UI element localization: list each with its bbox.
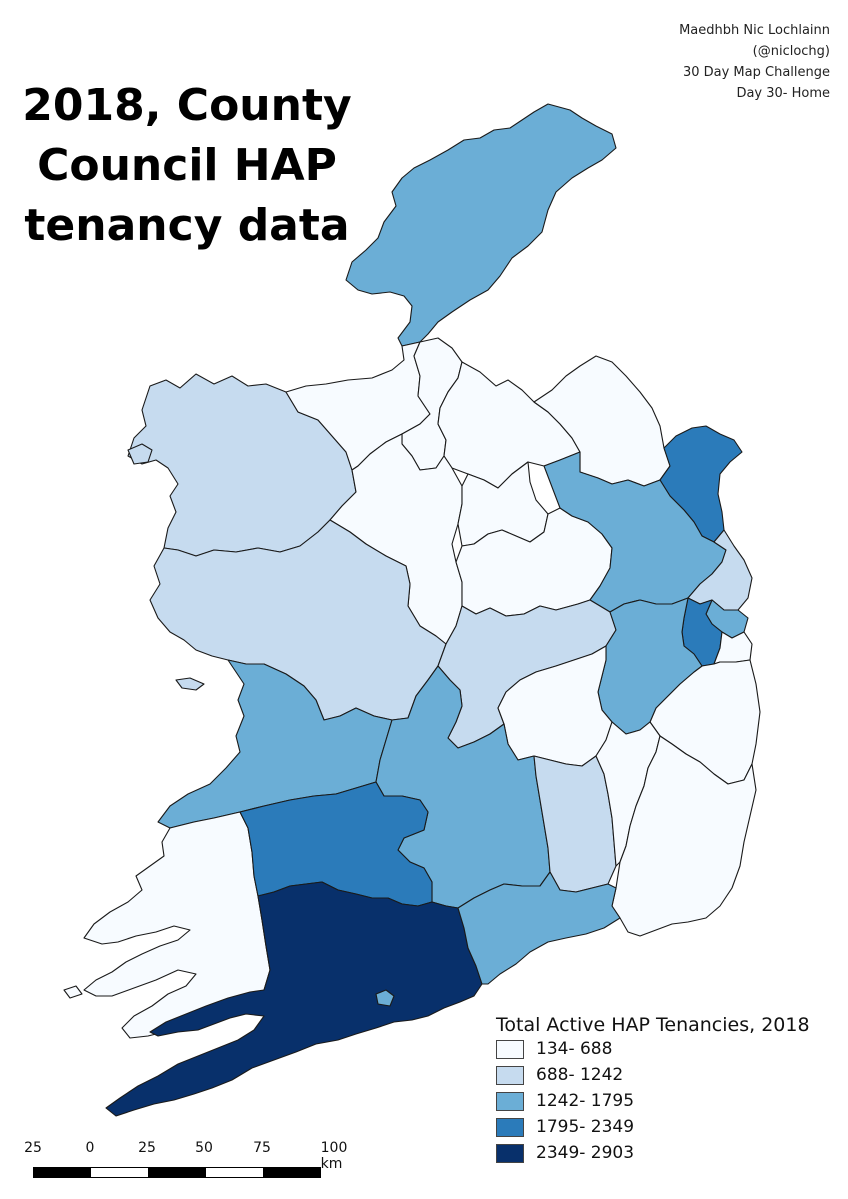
- credit-author: Maedhbh Nic Lochlainn: [679, 23, 830, 38]
- map-legend: Total Active HAP Tenancies, 2018 134- 68…: [496, 1014, 810, 1166]
- region-kilkenny: [533, 755, 617, 893]
- legend-swatch: [496, 1039, 524, 1059]
- title-line-2: Council HAP: [37, 140, 337, 191]
- region-aran-islands: [175, 677, 205, 691]
- title-line-1: 2018, County: [22, 80, 352, 131]
- scale-segment: [34, 1168, 92, 1177]
- legend-title: Total Active HAP Tenancies, 2018: [496, 1014, 810, 1036]
- region-waterford: [457, 871, 621, 985]
- region-valentia-island: [63, 985, 83, 999]
- scale-bar: 25 0 25 50 75 100 km: [24, 1140, 350, 1190]
- scale-label: 75: [253, 1140, 271, 1156]
- scale-label: 25: [138, 1140, 156, 1156]
- legend-item: 2349- 2903: [496, 1140, 810, 1166]
- scale-label: 0: [85, 1140, 95, 1156]
- legend-swatch: [496, 1091, 524, 1111]
- legend-swatch: [496, 1117, 524, 1137]
- region-cork-city: [375, 989, 395, 1007]
- author-credit: Maedhbh Nic Lochlainn (@niclochg) 30 Day…: [679, 20, 830, 104]
- credit-day: Day 30- Home: [736, 86, 830, 101]
- legend-swatch: [496, 1143, 524, 1163]
- legend-item: 688- 1242: [496, 1062, 810, 1088]
- legend-label: 1795- 2349: [536, 1117, 635, 1137]
- scale-segment: [205, 1168, 263, 1177]
- legend-item: 1795- 2349: [496, 1114, 810, 1140]
- legend-item: 1242- 1795: [496, 1088, 810, 1114]
- scale-segment: [148, 1168, 206, 1177]
- credit-handle: (@niclochg): [752, 44, 830, 59]
- legend-label: 134- 688: [536, 1039, 613, 1059]
- scale-segment: [262, 1168, 321, 1177]
- title-line-3: tenancy data: [24, 200, 350, 251]
- scale-segment: [91, 1168, 149, 1177]
- map-title: 2018, County Council HAP tenancy data: [22, 76, 352, 256]
- region-donegal: [345, 103, 617, 347]
- legend-label: 1242- 1795: [536, 1091, 635, 1111]
- scale-label: 25: [24, 1140, 42, 1156]
- credit-challenge: 30 Day Map Challenge: [682, 65, 830, 80]
- legend-item: 134- 688: [496, 1036, 810, 1062]
- scale-strip: [33, 1167, 321, 1178]
- scale-label: 100 km: [320, 1140, 348, 1172]
- region-cork: [105, 881, 483, 1117]
- legend-label: 688- 1242: [536, 1065, 624, 1085]
- region-achill-island: [127, 443, 153, 465]
- region-wexford: [611, 735, 757, 937]
- scale-label: 50: [195, 1140, 213, 1156]
- legend-label: 2349- 2903: [536, 1143, 635, 1163]
- legend-swatch: [496, 1065, 524, 1085]
